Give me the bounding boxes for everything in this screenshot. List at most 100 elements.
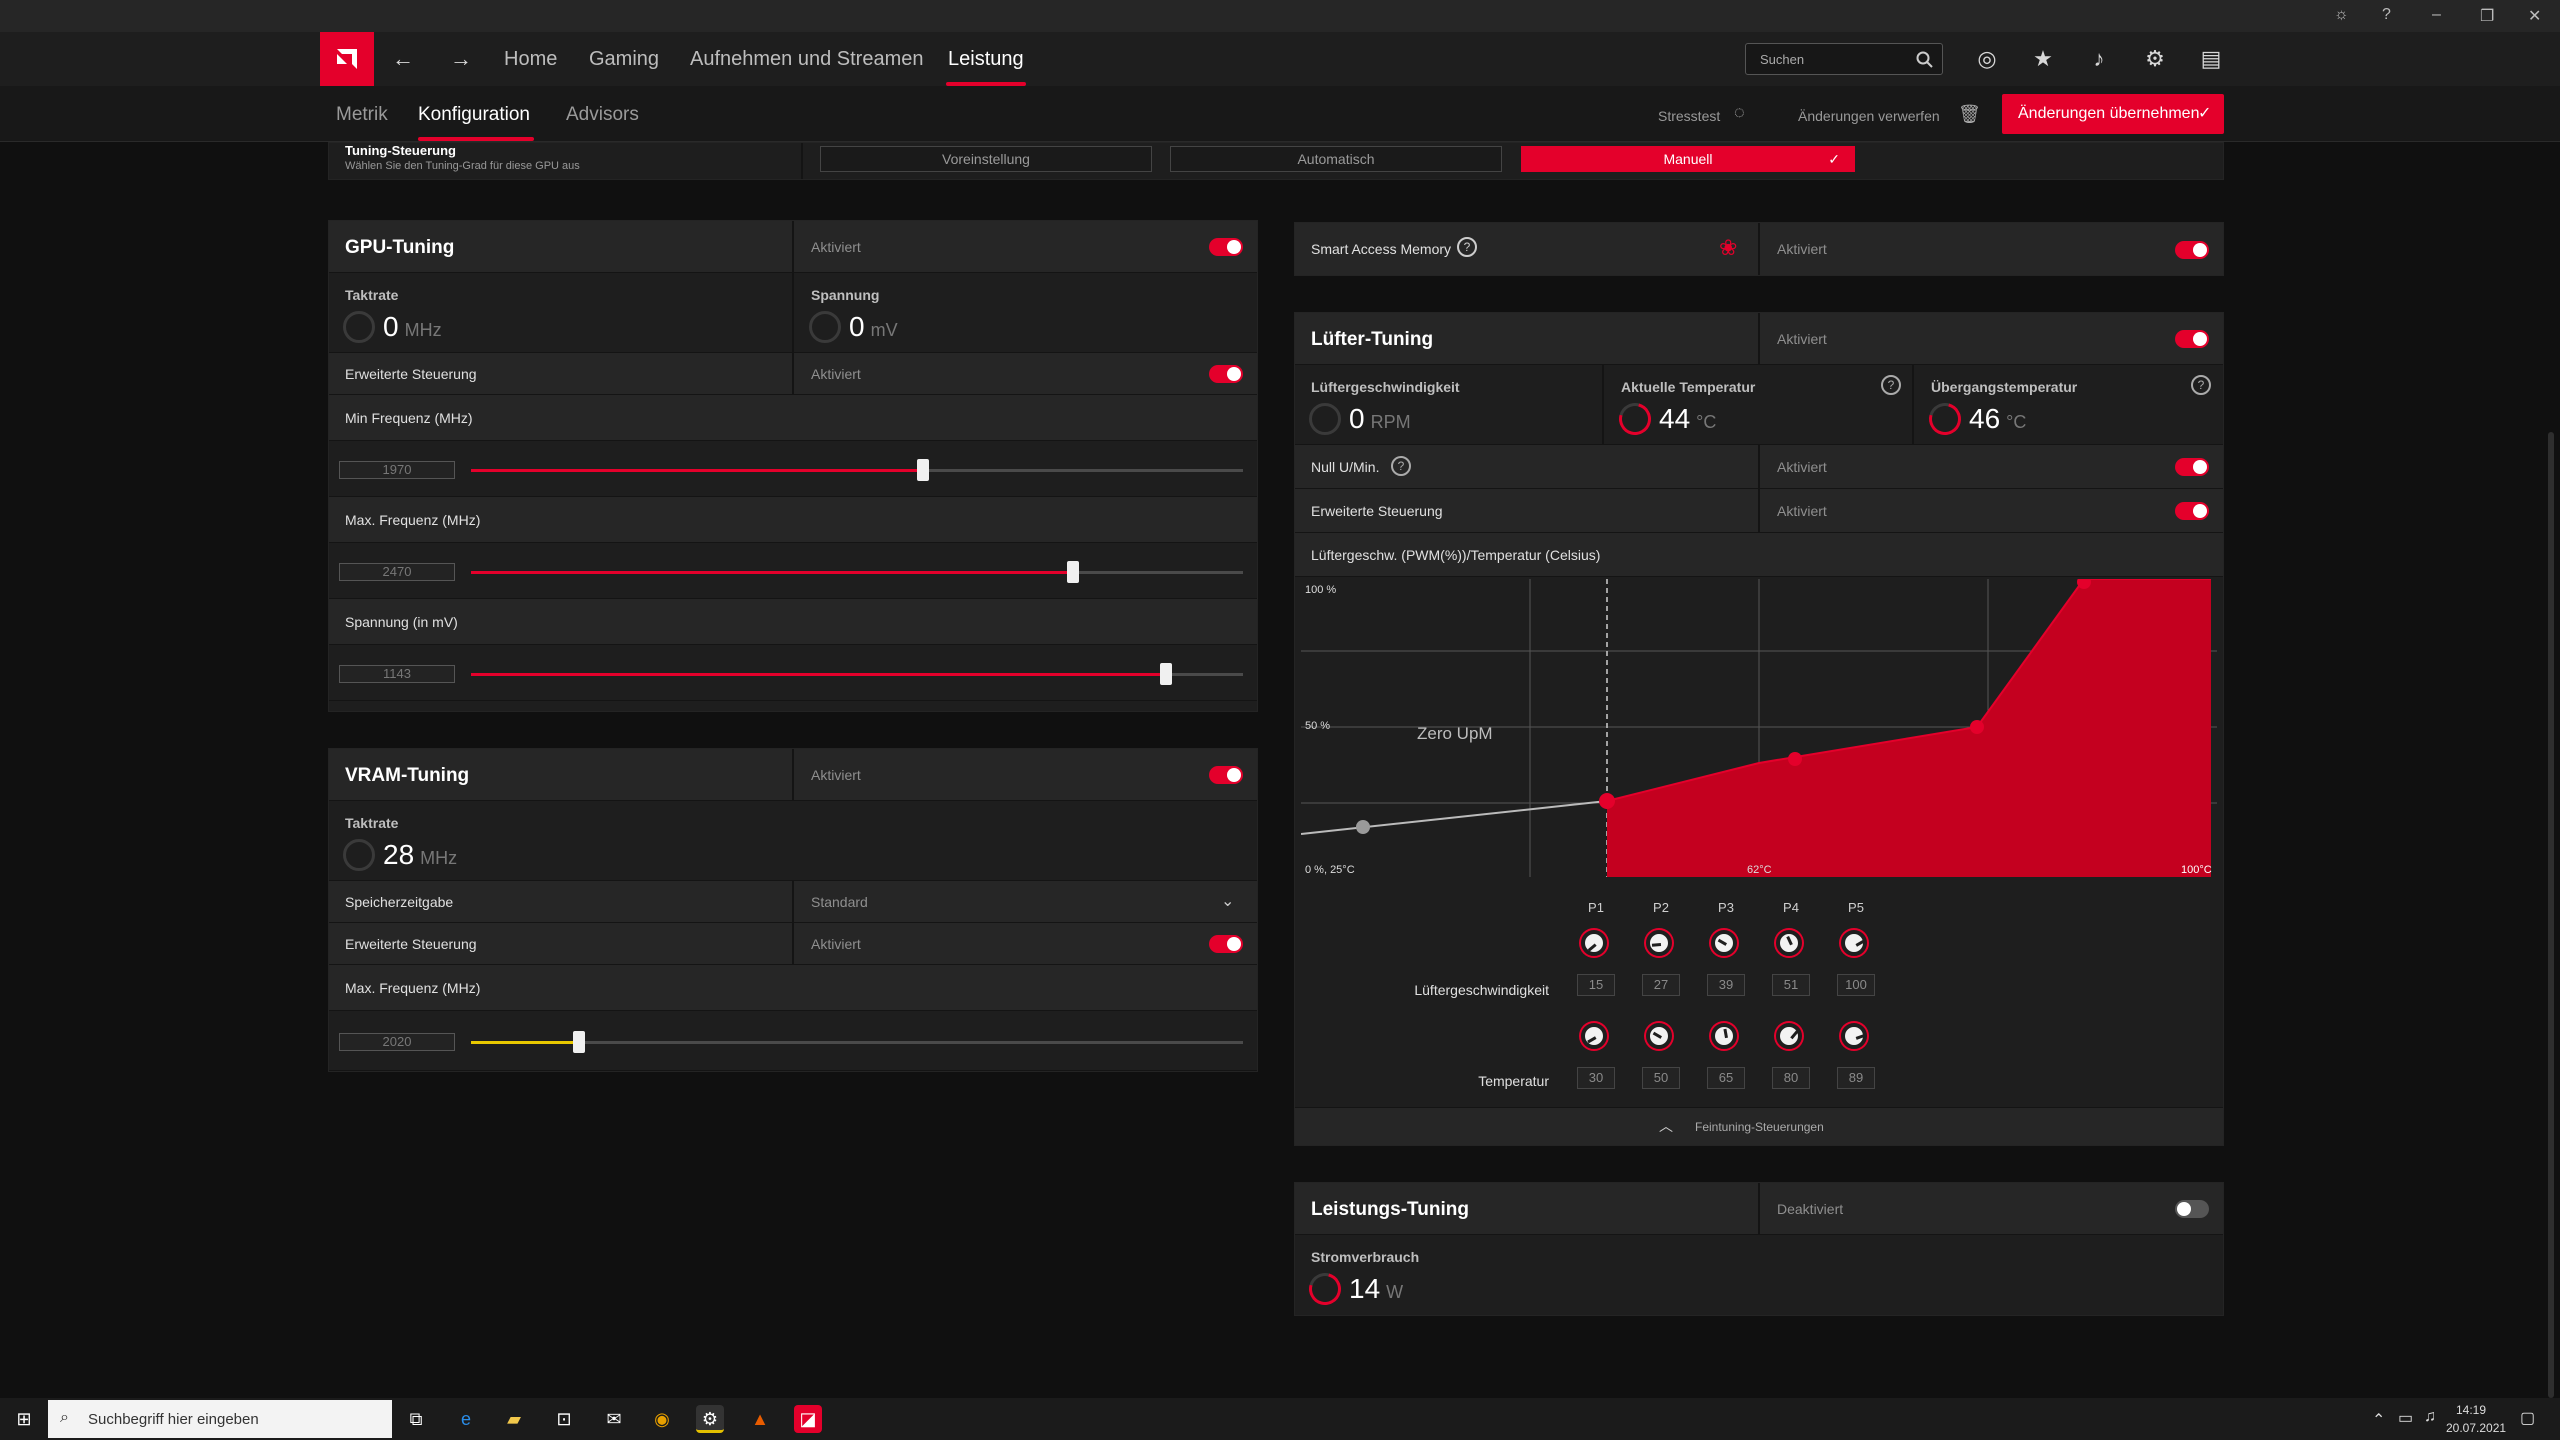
globe-icon[interactable]: ◎ <box>1977 46 1997 71</box>
zero-rpm-toggle[interactable] <box>2175 458 2209 476</box>
gear-icon[interactable]: ⚙ <box>2145 46 2165 71</box>
chevron-down-icon[interactable]: ⌄ <box>1221 893 1235 910</box>
minimize-button[interactable]: – <box>2432 6 2441 23</box>
help-icon[interactable]: ? <box>2382 6 2391 23</box>
trash-icon[interactable]: 🗑 <box>1958 104 1981 124</box>
chevron-up-icon[interactable]: ⌃ <box>2372 1412 2386 1429</box>
radeon-taskbar-icon[interactable]: ◪ <box>794 1405 822 1433</box>
help-circle-icon[interactable]: ? <box>1457 237 1477 257</box>
gpu-slider-thumb[interactable] <box>917 459 929 481</box>
temp-knob[interactable] <box>1776 1023 1802 1049</box>
taskbar-time[interactable]: 14:19 <box>2456 1403 2487 1417</box>
gpu-slider-thumb[interactable] <box>1160 663 1172 685</box>
fan-curve-chart[interactable]: 100 % 50 % 0 %, 25°C 62°C 100°C Zero UpM <box>1301 579 2217 879</box>
temp-point-input[interactable]: 50 <box>1642 1067 1680 1089</box>
curve-handle-p2[interactable] <box>1599 793 1615 809</box>
temp-knob[interactable] <box>1581 1023 1607 1049</box>
page-scrollbar[interactable] <box>2548 432 2554 1398</box>
fan-speed-knob[interactable] <box>1841 930 1867 956</box>
file-explorer-icon[interactable]: ▰ <box>507 1409 521 1429</box>
temp-point-input[interactable]: 65 <box>1707 1067 1745 1089</box>
fan-speed-knob[interactable] <box>1776 930 1802 956</box>
game-icon[interactable]: ▲ <box>751 1409 769 1429</box>
temp-point-input[interactable]: 80 <box>1772 1067 1810 1089</box>
gpu-slider-thumb[interactable] <box>1067 561 1079 583</box>
vram-tuning-toggle[interactable] <box>1209 766 1243 784</box>
fan-speed-knob[interactable] <box>1711 930 1737 956</box>
volume-icon[interactable]: ♫ <box>2424 1408 2436 1425</box>
store-icon[interactable]: ⊡ <box>556 1409 572 1429</box>
nav-home[interactable]: Home <box>504 48 558 70</box>
fan-advanced-toggle[interactable] <box>2175 502 2209 520</box>
tab-advisors[interactable]: Advisors <box>566 104 639 125</box>
help-circle-icon[interactable]: ? <box>1881 375 1901 395</box>
notification-icon[interactable]: ▢ <box>2520 1410 2536 1427</box>
temp-knob[interactable] <box>1841 1023 1867 1049</box>
fan-speed-point-input[interactable]: 100 <box>1837 974 1875 996</box>
tab-metrics[interactable]: Metrik <box>336 104 388 125</box>
stresstest-icon[interactable]: ◌ <box>1734 102 1745 122</box>
steam-icon[interactable]: ⚙ <box>696 1405 724 1433</box>
fan-speed-knob[interactable] <box>1581 930 1607 956</box>
network-icon[interactable]: ▭ <box>2398 1410 2414 1427</box>
sam-toggle[interactable] <box>2175 241 2209 259</box>
fan-speed-point-input[interactable]: 51 <box>1772 974 1810 996</box>
memory-timing-value[interactable]: Standard <box>811 894 868 910</box>
power-tuning-toggle[interactable] <box>2175 1200 2209 1218</box>
fan-speed-point-input[interactable]: 27 <box>1642 974 1680 996</box>
windows-start-icon[interactable]: ⊞ <box>16 1409 32 1429</box>
memory-timing-row[interactable]: Speicherzeitgabe Standard ⌄ <box>329 881 1257 923</box>
fan-speed-point-input[interactable]: 15 <box>1577 974 1615 996</box>
curve-handle-p5[interactable] <box>2077 579 2091 589</box>
manual-option-button[interactable]: Manuell ✓ <box>1521 146 1855 172</box>
fan-speed-point-input[interactable]: 39 <box>1707 974 1745 996</box>
tab-configuration[interactable]: Konfiguration <box>418 104 530 125</box>
task-view-icon[interactable]: ⧉ <box>409 1409 423 1429</box>
apply-changes-button[interactable]: Änderungen übernehmen ✓ <box>2002 94 2224 134</box>
search-input[interactable]: Suchen <box>1745 43 1943 75</box>
mail-icon[interactable]: ✉ <box>606 1409 622 1429</box>
forward-arrow-icon[interactable]: → <box>450 46 472 71</box>
bug-report-icon[interactable]: ☼ <box>2334 6 2349 23</box>
help-circle-icon[interactable]: ? <box>2191 375 2211 395</box>
vram-max-freq-input[interactable]: 2020 <box>339 1033 455 1051</box>
nav-gaming[interactable]: Gaming <box>589 48 660 70</box>
close-button[interactable]: ✕ <box>2528 8 2542 25</box>
star-icon[interactable]: ★ <box>2033 46 2053 71</box>
back-arrow-icon[interactable]: ← <box>392 46 414 71</box>
curve-handle-p4[interactable] <box>1970 720 1984 734</box>
taskbar-date[interactable]: 20.07.2021 <box>2446 1421 2507 1435</box>
help-circle-icon[interactable]: ? <box>1391 456 1411 476</box>
chrome-icon[interactable]: ◉ <box>654 1409 670 1429</box>
gpu-slider-input[interactable]: 2470 <box>339 563 455 581</box>
gpu-advanced-toggle[interactable] <box>1209 365 1243 383</box>
gpu-tuning-toggle[interactable] <box>1209 238 1243 256</box>
fan-tuning-toggle[interactable] <box>2175 330 2209 348</box>
vram-max-freq-thumb[interactable] <box>573 1031 585 1053</box>
sidebar-icon[interactable]: ▤ <box>2200 46 2222 71</box>
stresstest-button[interactable]: Stresstest <box>1658 108 1721 124</box>
preset-option-button[interactable]: Voreinstellung <box>820 146 1152 172</box>
fine-tuning-label[interactable]: Feintuning-Steuerungen <box>1695 1120 1824 1134</box>
restore-button[interactable]: ❐ <box>2480 8 2495 25</box>
gpu-slider-input[interactable]: 1970 <box>339 461 455 479</box>
temp-knob[interactable] <box>1711 1023 1737 1049</box>
edge-icon[interactable]: e <box>460 1409 471 1429</box>
vram-max-freq-track[interactable] <box>471 1041 1243 1044</box>
amd-logo-icon[interactable] <box>320 32 374 86</box>
nav-recording[interactable]: Aufnehmen und Streamen <box>690 48 924 70</box>
temp-knob[interactable] <box>1646 1023 1672 1049</box>
vram-advanced-toggle[interactable] <box>1209 935 1243 953</box>
automatic-option-button[interactable]: Automatisch <box>1170 146 1502 172</box>
fan-speed-knob[interactable] <box>1646 930 1672 956</box>
taskbar-search-box[interactable]: ⌕ Suchbegriff hier eingeben <box>48 1400 392 1438</box>
bell-icon[interactable]: ♪ <box>2093 46 2105 71</box>
gpu-slider-input[interactable]: 1143 <box>339 665 455 683</box>
nav-performance[interactable]: Leistung <box>948 48 1024 70</box>
discard-button[interactable]: Änderungen verwerfen <box>1798 108 1940 124</box>
curve-handle-p3[interactable] <box>1788 752 1802 766</box>
chevron-up-icon[interactable]: ︿ <box>1659 1118 1673 1134</box>
temp-point-input[interactable]: 89 <box>1837 1067 1875 1089</box>
fine-tuning-toggle-row[interactable]: ︿ Feintuning-Steuerungen <box>1295 1107 2223 1145</box>
temp-point-input[interactable]: 30 <box>1577 1067 1615 1089</box>
